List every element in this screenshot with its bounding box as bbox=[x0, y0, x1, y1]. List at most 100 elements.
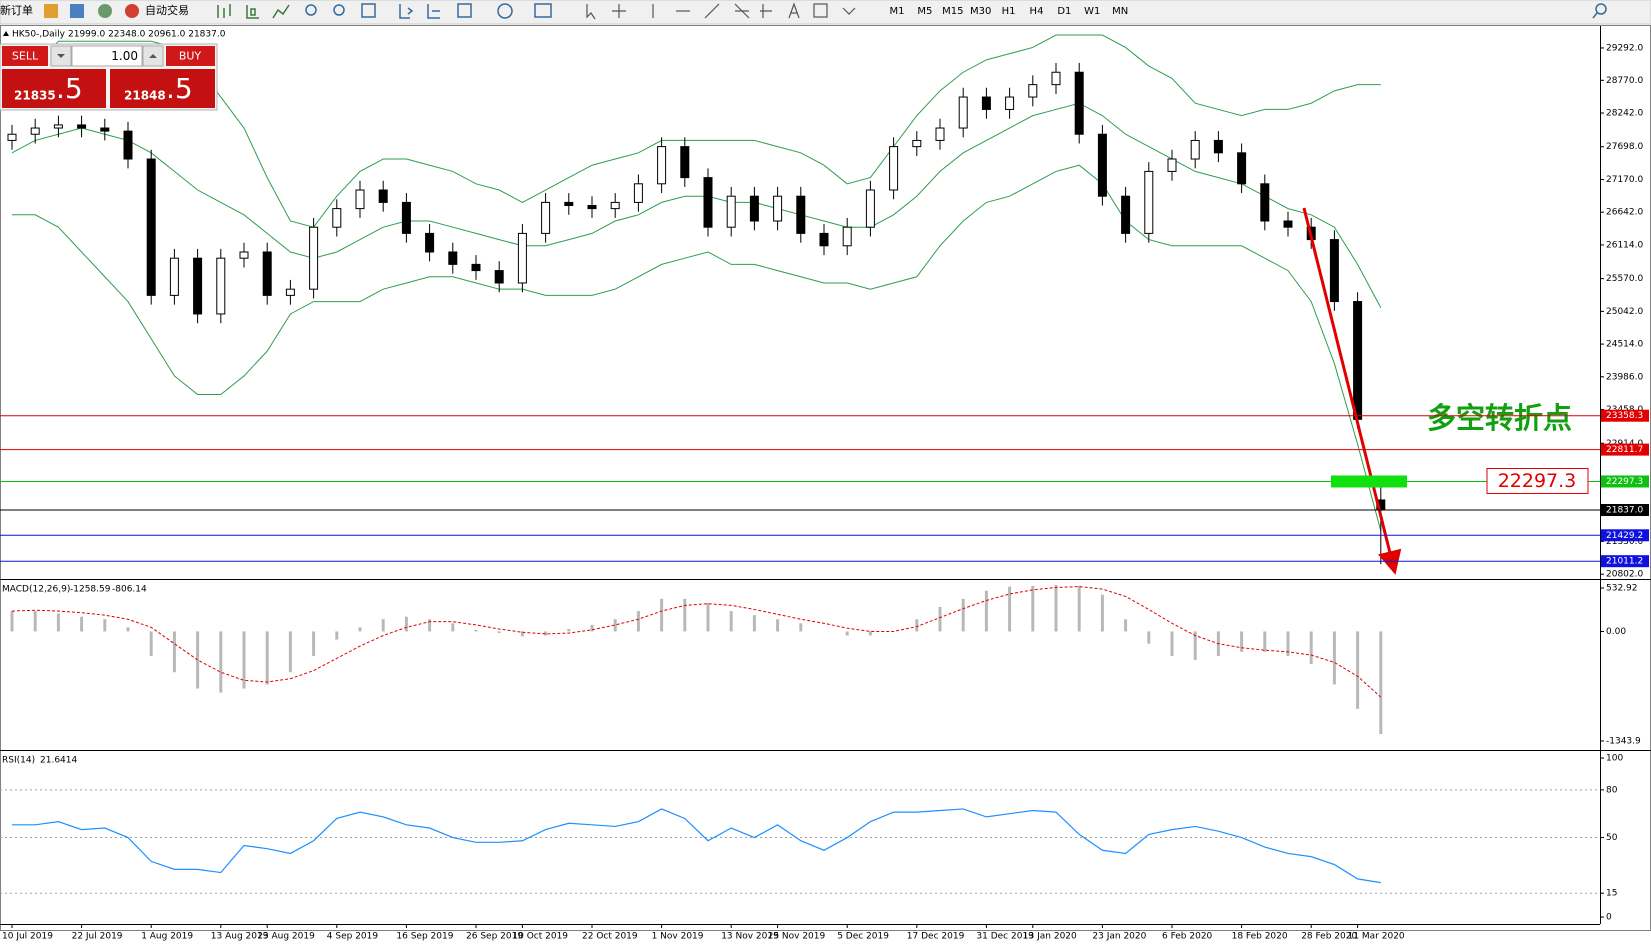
level-label: 21429.2 bbox=[1606, 531, 1643, 541]
lot-down-arrow[interactable] bbox=[57, 54, 65, 58]
candle-body bbox=[378, 189, 388, 203]
level-callout: 22297.3 bbox=[1498, 470, 1577, 492]
sell-button[interactable] bbox=[2, 46, 48, 66]
lot-input[interactable] bbox=[71, 45, 143, 67]
macd-histogram bbox=[1332, 631, 1336, 685]
x-tick-label: 22 Jul 2019 bbox=[72, 932, 123, 942]
line-icon[interactable] bbox=[272, 4, 290, 19]
candle-icon[interactable] bbox=[246, 5, 259, 19]
text-tool[interactable] bbox=[788, 2, 800, 19]
x-tick-label: 10 Oct 2019 bbox=[512, 932, 568, 942]
templates-icon[interactable] bbox=[534, 3, 552, 18]
tile-icon[interactable] bbox=[361, 3, 376, 18]
auto-trade-button[interactable]: 自动交易 bbox=[145, 3, 189, 17]
lot-value[interactable]: 1.00 bbox=[111, 49, 138, 63]
fib-tool[interactable] bbox=[760, 4, 772, 18]
y-tick-label: 100 bbox=[1606, 754, 1623, 764]
sell-label[interactable]: SELL bbox=[12, 50, 39, 63]
macd-histogram bbox=[126, 627, 130, 632]
macd-histogram bbox=[33, 611, 37, 632]
timeframe-button[interactable]: H4 bbox=[1030, 6, 1044, 17]
macd-histogram bbox=[938, 606, 942, 632]
x-tick-label: 11 Mar 2020 bbox=[1348, 932, 1405, 942]
candle-body bbox=[633, 183, 643, 203]
y-tick-label: 23986.0 bbox=[1606, 372, 1643, 382]
timeframe-button[interactable]: M1 bbox=[890, 6, 905, 17]
y-tick-label: 15 bbox=[1606, 889, 1617, 899]
candle-body bbox=[169, 257, 179, 296]
toolbar: 新订单 自动交易 bbox=[0, 0, 1651, 25]
buy-price-box[interactable] bbox=[110, 69, 215, 108]
candle-body bbox=[53, 124, 63, 129]
timeframe-button[interactable]: M15 bbox=[942, 6, 963, 17]
macd-histogram bbox=[984, 590, 988, 632]
search-icon[interactable] bbox=[1595, 3, 1607, 15]
candle-body bbox=[1283, 220, 1293, 228]
sell-price-fraction[interactable]: .5 bbox=[56, 72, 83, 105]
shapes-tool[interactable] bbox=[842, 7, 856, 15]
zoom-in-icon[interactable] bbox=[305, 4, 317, 16]
level-label-box bbox=[1601, 443, 1649, 456]
timeframe-button[interactable]: MN bbox=[1112, 6, 1128, 17]
one-click-trading: SELL 1.00 BUY 21835 .5 21848 .5 bbox=[0, 43, 218, 111]
macd-histogram bbox=[752, 615, 756, 632]
candle-body bbox=[889, 146, 899, 191]
search-icon-handle[interactable] bbox=[1592, 12, 1598, 19]
timeframe-button[interactable]: D1 bbox=[1057, 6, 1071, 17]
y-tick-label: 28242.0 bbox=[1606, 109, 1643, 119]
x-tick-label: 13 Jan 2020 bbox=[1023, 932, 1077, 942]
buy-label[interactable]: BUY bbox=[179, 50, 202, 63]
macd-histogram bbox=[544, 631, 548, 636]
auto-trade-icon[interactable] bbox=[125, 4, 139, 18]
macd-histogram bbox=[1379, 631, 1383, 735]
macd-histogram bbox=[1309, 631, 1313, 665]
sell-price-box[interactable] bbox=[2, 69, 106, 108]
crosshair-tool[interactable] bbox=[612, 4, 626, 18]
x-tick-label: 5 Dec 2019 bbox=[837, 932, 889, 942]
macd-histogram bbox=[288, 631, 292, 673]
icon[interactable] bbox=[44, 4, 58, 18]
periods-icon[interactable] bbox=[497, 3, 513, 19]
macd-histogram bbox=[1077, 585, 1081, 632]
y-tick-label: 25570.0 bbox=[1606, 274, 1643, 284]
y-tick-label: 25042.0 bbox=[1606, 307, 1643, 317]
buy-price[interactable]: 21848 bbox=[124, 89, 166, 103]
candle-body bbox=[1121, 195, 1131, 234]
indicator-value: -1258.59 bbox=[70, 585, 111, 595]
macd-histogram bbox=[1170, 631, 1174, 656]
macd-histogram bbox=[590, 624, 594, 632]
timeframe-button[interactable]: M5 bbox=[917, 6, 932, 17]
sell-price[interactable]: 21835 bbox=[14, 89, 56, 103]
candle-body bbox=[262, 251, 272, 296]
channel-tool[interactable] bbox=[734, 3, 750, 19]
timeframe-button[interactable]: M30 bbox=[970, 6, 991, 17]
bar-chart-icon[interactable] bbox=[217, 4, 231, 18]
scroll-icon[interactable] bbox=[399, 4, 414, 19]
icon[interactable] bbox=[70, 4, 84, 18]
macd-histogram bbox=[428, 619, 432, 632]
level-label: 21837.0 bbox=[1606, 506, 1643, 516]
timeframe-button[interactable]: W1 bbox=[1084, 6, 1100, 17]
indicators-icon[interactable] bbox=[457, 3, 472, 18]
macd-histogram bbox=[242, 631, 246, 689]
zoom-out-icon[interactable] bbox=[333, 4, 345, 16]
macd-histogram bbox=[613, 619, 617, 632]
indicator-value: -806.14 bbox=[112, 585, 147, 595]
y-tick-label: -1343.9 bbox=[1606, 736, 1641, 746]
new-order-button[interactable]: 新订单 bbox=[0, 3, 33, 17]
buy-price-fraction[interactable]: .5 bbox=[166, 72, 193, 105]
label-tool[interactable] bbox=[813, 3, 828, 18]
trendline-tool[interactable] bbox=[704, 3, 720, 19]
icon[interactable] bbox=[98, 4, 112, 18]
bollinger-band bbox=[11, 102, 1382, 309]
timeframe-button[interactable]: H1 bbox=[1002, 6, 1016, 17]
buy-button[interactable] bbox=[166, 46, 215, 66]
shift-icon[interactable] bbox=[427, 4, 440, 19]
level-highlight bbox=[1331, 475, 1407, 488]
cursor-tool[interactable] bbox=[586, 4, 596, 20]
macd-histogram bbox=[381, 619, 385, 632]
lot-up-arrow[interactable] bbox=[149, 54, 157, 58]
x-tick-label: 10 Jul 2019 bbox=[2, 932, 53, 942]
